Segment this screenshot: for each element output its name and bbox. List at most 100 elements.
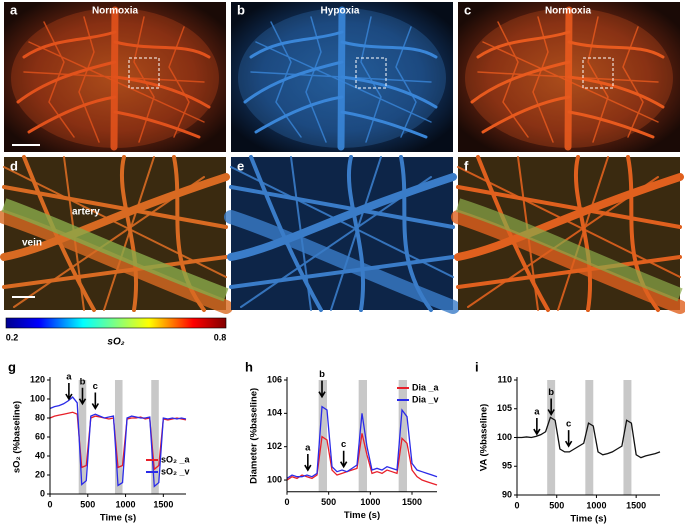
arrow	[564, 430, 573, 448]
arrow-label: a	[534, 407, 540, 418]
x-tick-label: 1500	[153, 499, 173, 509]
panel-label: f	[464, 158, 469, 173]
legend-label: Dia _a	[412, 382, 440, 392]
arrow	[533, 418, 541, 436]
panel-label: b	[237, 2, 245, 17]
shaded-interval	[623, 380, 632, 495]
shaded-interval	[114, 380, 123, 494]
y-tick-label: 40	[35, 450, 45, 460]
y-tick-label: 120	[30, 374, 45, 384]
arrow-label: c	[341, 439, 346, 450]
x-tick-label: 500	[80, 499, 95, 509]
panel-label: c	[464, 2, 471, 17]
y-axis-label: VA (%baseline)	[479, 404, 490, 472]
y-tick-label: 102	[267, 441, 282, 451]
annotation: artery	[72, 207, 100, 218]
y-tick-label: 100	[267, 474, 282, 484]
panel-title: Hypoxia	[321, 6, 360, 17]
chart: 0 20 40 60 80 100 120 0 500 1000 1500 Time (s) sO₂ (…	[8, 359, 191, 523]
arrow	[78, 387, 87, 406]
x-tick-label: 1000	[116, 499, 136, 509]
panel-label: e	[237, 158, 244, 173]
data-line	[517, 416, 661, 459]
arrow-label: a	[305, 443, 311, 454]
colorbar-min: 0.2	[6, 332, 19, 342]
panel-title: Normoxia	[92, 6, 139, 17]
arrow	[339, 450, 348, 469]
y-tick-label: 105	[497, 403, 512, 413]
arrow	[65, 383, 73, 401]
y-tick-label: 106	[267, 374, 282, 384]
annotation: vein	[22, 238, 42, 249]
x-tick-label: 1000	[586, 500, 606, 510]
arrow	[91, 392, 100, 411]
y-tick-label: 95	[502, 461, 512, 471]
image-vessels	[238, 8, 446, 148]
shaded-interval	[151, 380, 159, 494]
image-row-1	[4, 2, 680, 152]
colorbar-label: sO₂	[107, 337, 124, 348]
shaded-interval	[398, 380, 407, 492]
image-vessels	[465, 8, 673, 148]
panel-label: i	[475, 359, 479, 374]
y-tick-label: 60	[35, 431, 45, 441]
x-axis-label: Time (s)	[570, 514, 606, 525]
x-tick-label: 0	[284, 497, 289, 507]
data-line	[286, 405, 438, 479]
y-tick-label: 80	[35, 412, 45, 422]
y-tick-label: 110	[497, 374, 512, 384]
x-tick-label: 1000	[360, 497, 380, 507]
roi-box	[128, 57, 160, 89]
colorbar	[5, 317, 227, 329]
y-axis-label: Diameter (%baseline)	[249, 388, 260, 484]
arrow-label: b	[80, 376, 86, 387]
x-tick-label: 1500	[402, 497, 422, 507]
panel-title: Normoxia	[545, 6, 592, 17]
arrow	[547, 398, 555, 417]
y-tick-label: 100	[497, 432, 512, 442]
y-tick-label: 90	[502, 489, 512, 499]
y-axis-label: sO₂ (%baseline)	[12, 401, 23, 473]
image-vessels	[11, 8, 219, 148]
panel-label: d	[10, 158, 18, 173]
legend-label: Dia _v	[412, 394, 439, 404]
x-tick-label: 0	[47, 499, 52, 509]
x-tick-label: 0	[514, 500, 519, 510]
arrow-label: b	[319, 369, 325, 380]
panel-label: h	[245, 359, 253, 374]
arrow	[304, 454, 312, 472]
shaded-interval	[78, 380, 87, 494]
legend-label: sO₂ _v	[161, 466, 190, 476]
shaded-interval	[585, 380, 594, 495]
x-axis-label: Time (s)	[100, 513, 136, 524]
y-tick-label: 20	[35, 469, 45, 479]
roi-box	[355, 57, 387, 89]
shaded-interval	[547, 380, 556, 495]
legend-label: sO₂ _a	[161, 454, 191, 464]
data-line	[49, 396, 187, 488]
x-tick-label: 500	[549, 500, 564, 510]
arrow-label: c	[566, 419, 571, 430]
image-row-2	[4, 157, 680, 310]
shaded-interval	[318, 380, 327, 492]
x-tick-label: 1500	[626, 500, 646, 510]
data-line	[286, 433, 438, 486]
x-axis-label: Time (s)	[344, 510, 380, 521]
panel-label: g	[8, 359, 16, 374]
arrow-label: c	[93, 381, 98, 392]
arrow-label: b	[548, 387, 554, 398]
y-tick-label: 100	[30, 393, 45, 403]
chart: 90 95 100 105 110 0 500 1000 1500 Time (s) VA (%ba…	[475, 359, 661, 525]
y-tick-label: 0	[40, 488, 45, 498]
x-tick-label: 500	[321, 497, 336, 507]
vein-overlay	[455, 198, 683, 302]
colorbar-max: 0.8	[214, 332, 227, 342]
arrow	[318, 380, 326, 399]
y-tick-label: 104	[267, 408, 282, 418]
panel-label: a	[10, 2, 18, 17]
vein-overlay	[1, 198, 229, 302]
chart: 100 102 104 106 0 500 1000 1500 Time (s) Diameter…	[245, 359, 440, 521]
roi-box	[582, 57, 614, 89]
